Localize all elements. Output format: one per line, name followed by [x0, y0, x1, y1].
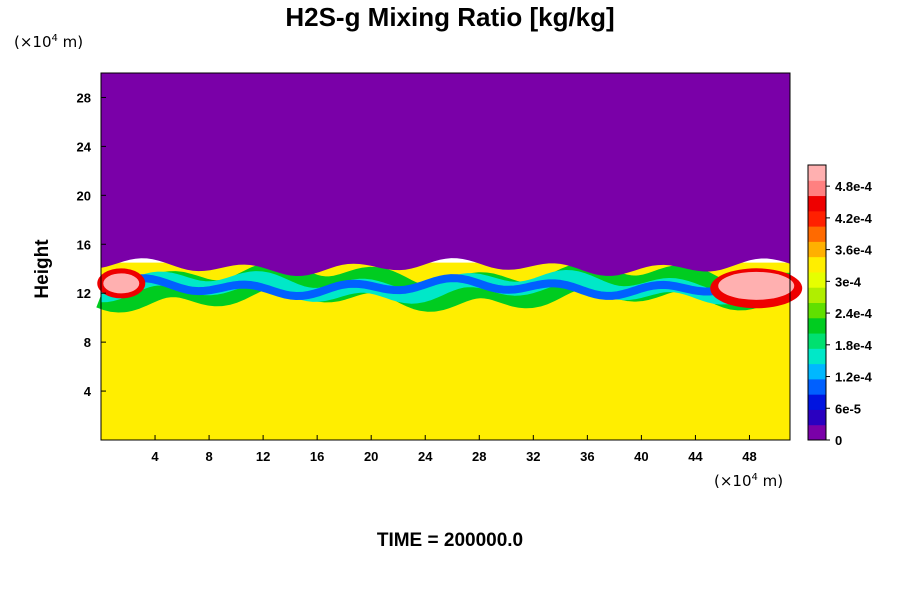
colorbar-segment	[808, 210, 826, 227]
x-tick-label: 8	[205, 449, 212, 464]
x-tick-label: 32	[526, 449, 540, 464]
colorbar-tick-label: 2.4e-4	[835, 306, 873, 321]
chart-title: H2S-g Mixing Ratio [kg/kg]	[285, 2, 615, 32]
left-plume-core	[103, 273, 140, 294]
y-tick-label: 12	[77, 286, 91, 301]
colorbar-segment	[808, 226, 826, 242]
x-tick-label: 4	[151, 449, 159, 464]
colorbar-segment	[808, 409, 826, 426]
y-axis-unit: (×104 m)	[14, 33, 84, 51]
y-tick-label: 28	[77, 90, 91, 105]
x-tick-label: 36	[580, 449, 594, 464]
x-tick-label: 48	[742, 449, 756, 464]
x-tick-label: 12	[256, 449, 270, 464]
colorbar-segment	[808, 241, 826, 258]
colorbar-tick-label: 1.8e-4	[835, 338, 873, 353]
colorbar-segment	[808, 271, 826, 288]
colorbar-segment	[808, 180, 826, 197]
colorbar-segment	[808, 348, 826, 365]
right-plume-core	[718, 271, 795, 300]
plot-frame	[100, 72, 791, 441]
colorbar-tick-label: 4.8e-4	[835, 179, 873, 194]
colorbar-segment	[808, 195, 826, 212]
colorbar-segment	[808, 302, 826, 319]
colorbar-segment	[808, 378, 826, 395]
colorbar-segment	[808, 424, 826, 441]
x-tick-label: 20	[364, 449, 378, 464]
x-tick-label: 24	[418, 449, 433, 464]
colorbar-segment	[808, 363, 826, 380]
x-tick-label: 44	[688, 449, 703, 464]
x-axis-unit: (×104 m)	[714, 472, 784, 490]
upper-region	[101, 73, 790, 276]
colorbar-segment	[808, 287, 826, 303]
colorbar-tick-label: 3e-4	[835, 274, 862, 289]
mixing-band-blue	[100, 274, 792, 300]
colorbar-segment	[808, 333, 826, 349]
colorbar-segment	[808, 394, 826, 410]
x-tick-label: 16	[310, 449, 324, 464]
colorbar-tick-label: 1.2e-4	[835, 370, 873, 385]
x-tick-label: 28	[472, 449, 486, 464]
colorbar-tick-label: 3.6e-4	[835, 243, 873, 258]
colorbar-segment	[808, 317, 826, 334]
colorbar-tick-label: 4.2e-4	[835, 211, 873, 226]
colorbar-segment	[808, 256, 826, 273]
colorbar-tick-label: 6e-5	[835, 401, 861, 416]
colorbar-segment	[808, 165, 826, 181]
colorbar-frame	[807, 164, 827, 441]
y-tick-label: 24	[77, 139, 92, 154]
y-tick-label: 4	[84, 384, 92, 399]
y-tick-label: 8	[84, 335, 91, 350]
y-tick-label: 20	[77, 188, 91, 203]
y-tick-label: 16	[77, 237, 91, 252]
time-label: TIME = 200000.0	[376, 530, 524, 551]
colorbar-tick-label: 0	[835, 433, 842, 448]
x-tick-label: 40	[634, 449, 648, 464]
